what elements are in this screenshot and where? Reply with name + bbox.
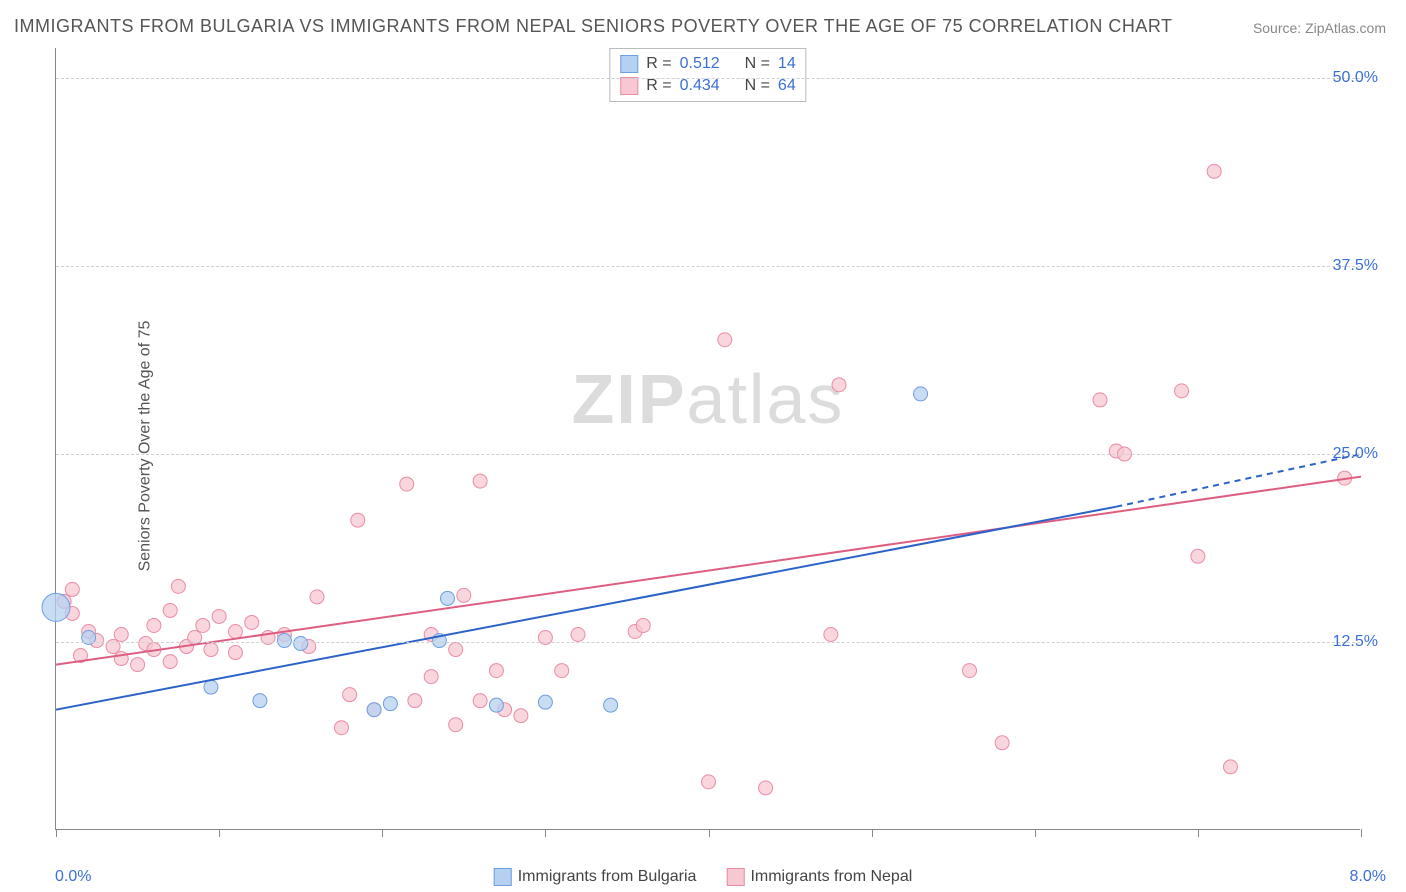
legend-item-nepal: Immigrants from Nepal [726,868,912,886]
legend-label-bulgaria: Immigrants from Bulgaria [518,868,697,886]
legend-label-nepal: Immigrants from Nepal [750,868,912,886]
plot-svg [56,48,1360,829]
correlation-chart: IMMIGRANTS FROM BULGARIA VS IMMIGRANTS F… [0,0,1406,892]
bottom-legend: Immigrants from Bulgaria Immigrants from… [494,868,913,886]
plot-area: ZIPatlas R = 0.512 N = 14 R = 0.434 N = … [55,48,1360,830]
swatch-nepal-icon [726,868,744,886]
y-tick-label: 12.5% [1333,633,1378,651]
x-tick-min: 0.0% [55,868,91,886]
source-label: Source: ZipAtlas.com [1253,20,1386,36]
swatch-bulgaria-icon [494,868,512,886]
chart-title: IMMIGRANTS FROM BULGARIA VS IMMIGRANTS F… [14,16,1173,37]
x-tick-max: 8.0% [1350,868,1386,886]
legend-item-bulgaria: Immigrants from Bulgaria [494,868,697,886]
y-tick-label: 25.0% [1333,445,1378,463]
y-tick-label: 37.5% [1333,257,1378,275]
y-tick-label: 50.0% [1333,69,1378,87]
